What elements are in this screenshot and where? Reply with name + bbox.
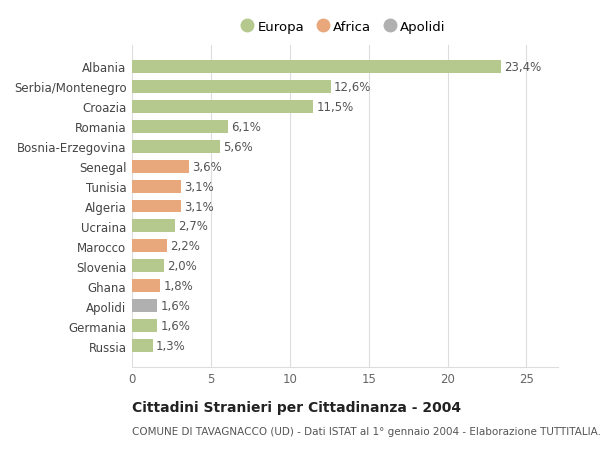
- Text: 11,5%: 11,5%: [317, 101, 354, 113]
- Bar: [132, 320, 157, 333]
- Bar: [132, 160, 189, 173]
- Bar: [132, 80, 331, 93]
- Bar: [132, 260, 164, 273]
- Text: COMUNE DI TAVAGNACCO (UD) - Dati ISTAT al 1° gennaio 2004 - Elaborazione TUTTITA: COMUNE DI TAVAGNACCO (UD) - Dati ISTAT a…: [132, 426, 600, 436]
- Bar: [132, 180, 181, 193]
- Bar: [132, 61, 501, 73]
- Text: 2,2%: 2,2%: [170, 240, 200, 253]
- Bar: [132, 220, 175, 233]
- Text: 6,1%: 6,1%: [232, 120, 261, 133]
- Text: Cittadini Stranieri per Cittadinanza - 2004: Cittadini Stranieri per Cittadinanza - 2…: [132, 400, 461, 414]
- Text: 1,3%: 1,3%: [155, 340, 185, 353]
- Text: 3,6%: 3,6%: [192, 160, 222, 173]
- Text: 5,6%: 5,6%: [224, 140, 253, 153]
- Text: 3,1%: 3,1%: [184, 180, 214, 193]
- Text: 1,6%: 1,6%: [160, 319, 190, 333]
- Bar: [132, 101, 313, 113]
- Legend: Europa, Africa, Apolidi: Europa, Africa, Apolidi: [244, 20, 446, 34]
- Bar: [132, 280, 160, 293]
- Bar: [132, 240, 167, 253]
- Bar: [132, 300, 157, 313]
- Text: 3,1%: 3,1%: [184, 200, 214, 213]
- Bar: [132, 200, 181, 213]
- Text: 1,6%: 1,6%: [160, 300, 190, 313]
- Bar: [132, 120, 228, 133]
- Text: 12,6%: 12,6%: [334, 80, 371, 94]
- Bar: [132, 340, 152, 353]
- Text: 2,7%: 2,7%: [178, 220, 208, 233]
- Text: 2,0%: 2,0%: [167, 260, 196, 273]
- Text: 1,8%: 1,8%: [164, 280, 193, 293]
- Text: 23,4%: 23,4%: [505, 61, 542, 73]
- Bar: [132, 140, 220, 153]
